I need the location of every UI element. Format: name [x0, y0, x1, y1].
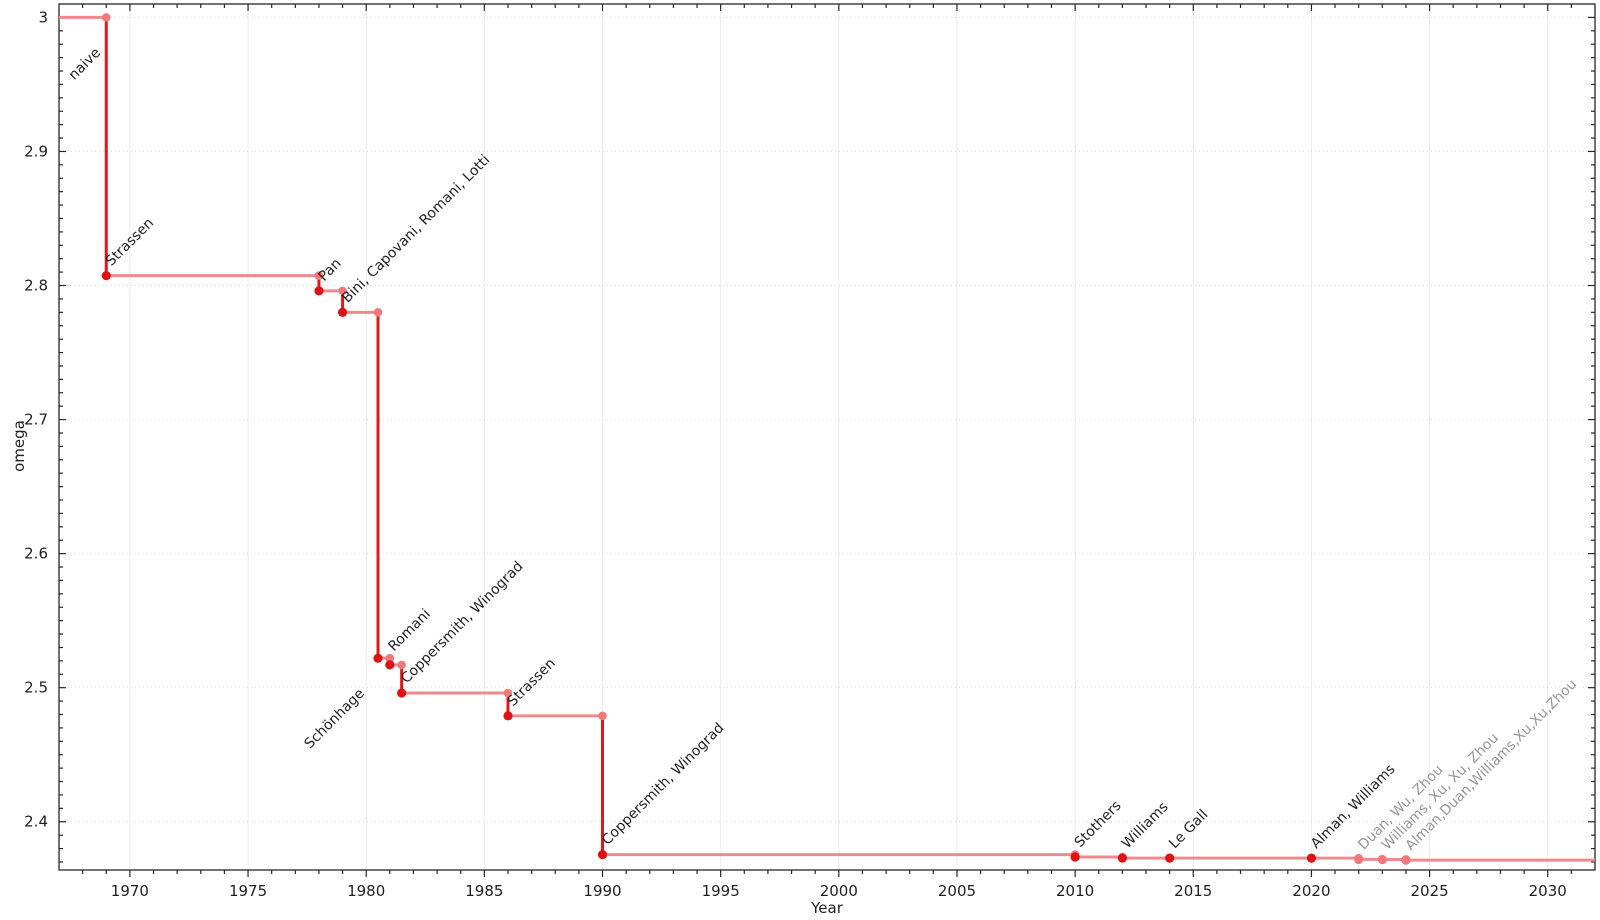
corner-dot-romani-1981 [385, 653, 395, 663]
tick-label-x-1980: 1980 [347, 882, 385, 900]
annotation-williams-xu-xu-zhou: Williams, Xu, Xu, Zhou [1379, 730, 1502, 853]
corner-dot-bini-capovani-romani-lotti-1979 [338, 286, 347, 296]
layer-tlabels: 1970 1975 1980 1985 1990 1995 2000 2005 2010 2015… [24, 8, 1567, 900]
record-dot-williams-2012 [1117, 853, 1127, 863]
tick-label-x-2020: 2020 [1292, 882, 1330, 900]
tick-label-x-1990: 1990 [583, 882, 621, 900]
x-axis-label: Year [811, 899, 843, 917]
layer-series [59, 15, 1595, 862]
annotation-bini-capovani-romani-lotti: Bini, Capovani, Romani, Lotti [339, 152, 493, 306]
tick-label-x-2000: 2000 [820, 882, 858, 900]
annotation-sch-nhage: Schönhage [301, 686, 367, 752]
tick-label-x-2005: 2005 [938, 882, 976, 900]
tick-label-x-2010: 2010 [1056, 882, 1094, 900]
tick-label-x-1970: 1970 [111, 882, 149, 900]
corner-dot-strassen-1969 [101, 13, 111, 22]
tick-label-y-2.5: 2.5 [24, 679, 48, 697]
tick-label-y-2.6: 2.6 [24, 545, 48, 563]
record-dot-romani-1981 [385, 660, 395, 670]
tick-label-y-2.8: 2.8 [24, 277, 48, 295]
layer-ticks [59, 4, 1595, 877]
record-dot-sch-nhage-1980.5 [373, 653, 383, 663]
record-dot-alman-williams-2020 [1306, 853, 1317, 863]
tick-label-y-2.7: 2.7 [24, 411, 48, 429]
record-dot-coppersmith-winograd-1981.5 [397, 688, 407, 698]
record-dot-williams-xu-xu-zhou-2023 [1377, 854, 1387, 865]
tick-label-y-2.4: 2.4 [24, 813, 48, 831]
layer-grid [59, 4, 1595, 870]
annotation-strassen: Strassen [504, 655, 558, 709]
layer-dots [101, 13, 1411, 865]
tick-label-y-2.9: 2.9 [24, 142, 48, 160]
corner-dot-sch-nhage-1980.5 [373, 308, 383, 317]
tick-label-x-1985: 1985 [465, 882, 503, 900]
plot-frame [58, 3, 1596, 871]
annotation-stothers: Stothers [1072, 798, 1125, 851]
tick-label-x-1995: 1995 [702, 882, 740, 900]
tick-label-x-1975: 1975 [229, 882, 267, 900]
tick-label-x-2025: 2025 [1410, 882, 1448, 900]
record-dot-stothers-2010 [1070, 852, 1080, 862]
record-dot-le-gall-2014 [1165, 853, 1175, 863]
layer-frame [58, 3, 1596, 871]
record-dot-strassen-1986 [503, 711, 513, 721]
corner-dot-coppersmith-winograd-1990 [598, 711, 607, 721]
record-dot-strassen-1969 [101, 270, 111, 281]
tick-label-x-2015: 2015 [1174, 882, 1212, 900]
tick-label-x-2030: 2030 [1529, 882, 1567, 900]
corner-dot-coppersmith-winograd-1981.5 [397, 660, 406, 670]
annotation-naive: naive [66, 45, 104, 83]
tick-label-y-3: 3 [38, 8, 48, 26]
annotation-coppersmith-winograd: Coppersmith, Winograd [599, 720, 727, 848]
record-dot-coppersmith-winograd-1990 [597, 849, 608, 860]
record-dot-pan-1978 [314, 286, 324, 296]
record-dot-bini-capovani-romani-lotti-1979 [337, 307, 348, 317]
corner-dot-pan-1978 [314, 271, 324, 280]
annotation-williams: Williams [1119, 799, 1172, 852]
record-dot-duan-wu-zhou-2022 [1354, 854, 1364, 865]
record-dot-alman-duan-williams-xu-xu-zhou-2024 [1401, 855, 1411, 865]
corner-dot-strassen-1986 [503, 688, 513, 698]
y-axis-label: omega [10, 420, 28, 472]
annotation-le-gall: Le Gall [1166, 807, 1211, 852]
